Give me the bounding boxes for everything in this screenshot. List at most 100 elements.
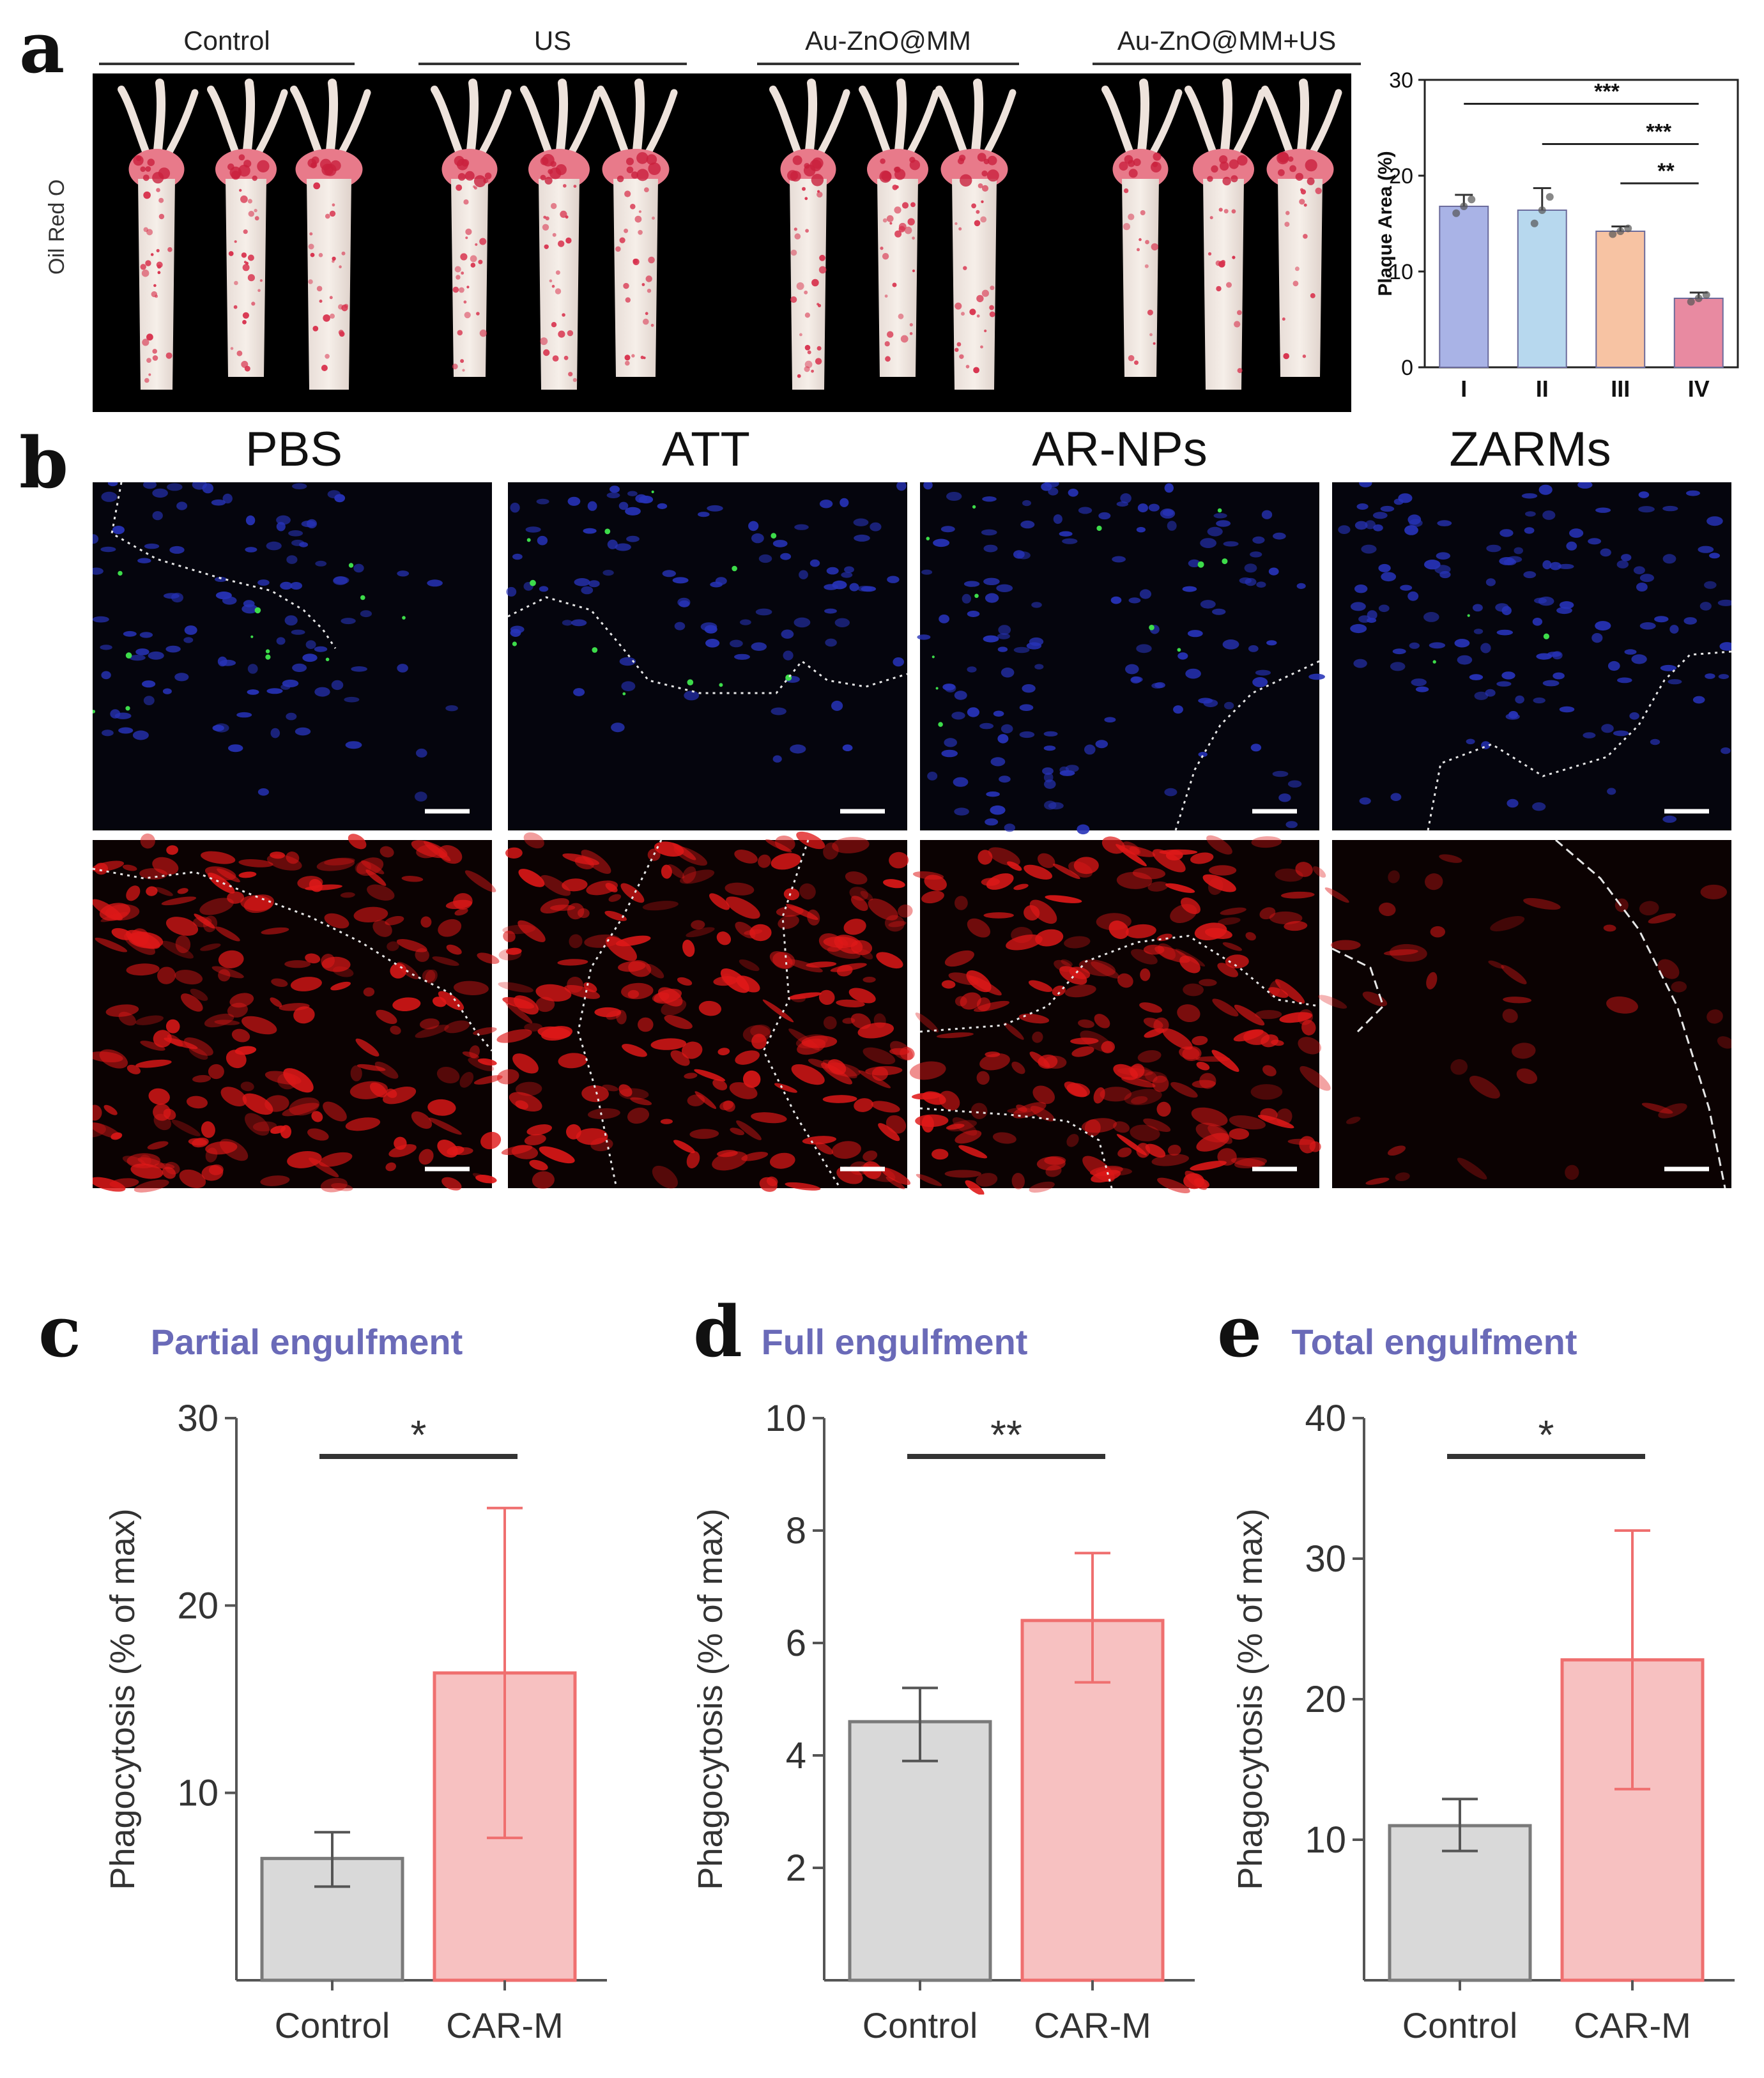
nucleus: [783, 650, 794, 661]
plaque-spot: [321, 365, 328, 371]
plaque-spot: [648, 256, 655, 264]
nucleus: [1285, 821, 1298, 829]
red-signal: [1045, 895, 1082, 903]
micrograph-red: [909, 835, 1331, 1195]
plaque-spot: [344, 303, 349, 309]
plaque-spot: [308, 243, 314, 250]
plaque-spot: [648, 162, 661, 175]
red-signal: [265, 1095, 289, 1112]
red-signal: [734, 850, 758, 864]
nucleus: [809, 559, 820, 567]
nucleus: [1532, 618, 1543, 626]
nucleus: [510, 625, 525, 634]
nucleus: [842, 744, 853, 751]
red-signal: [806, 961, 837, 968]
red-signal: [716, 931, 732, 945]
red-signal: [1208, 1125, 1232, 1144]
red-signal: [736, 1120, 762, 1140]
red-signal: [921, 890, 944, 904]
nucleus: [152, 488, 168, 498]
nucleus: [1639, 574, 1654, 583]
plaque-spot: [1220, 161, 1229, 171]
red-signal: [621, 982, 654, 1000]
nucleus: [257, 579, 270, 586]
nucleus: [1373, 524, 1383, 531]
red-signal: [1426, 972, 1438, 989]
nucleus: [1001, 724, 1013, 733]
nucleus: [537, 535, 548, 546]
plaque-spot: [459, 287, 464, 293]
aorta-specimen: [769, 79, 850, 390]
red-signal: [909, 1061, 946, 1080]
nucleus: [772, 540, 788, 547]
plaque-spot: [145, 166, 151, 172]
fluorescent-speck: [935, 687, 939, 690]
nucleus: [257, 788, 269, 796]
plaque-spot: [990, 286, 995, 291]
red-signal: [419, 1018, 440, 1030]
red-signal: [252, 1121, 277, 1132]
nucleus: [345, 741, 362, 749]
plaque-spot: [976, 314, 980, 318]
group-underline: [99, 63, 355, 65]
red-signal: [286, 852, 300, 864]
red-signal: [220, 1087, 247, 1106]
nucleus: [1474, 691, 1489, 700]
nucleus: [771, 707, 786, 715]
y-axis-label: Plaque Area (%): [1375, 151, 1396, 296]
nucleus: [1164, 483, 1174, 493]
aorta-tube: [1278, 179, 1323, 377]
nucleus: [1151, 682, 1163, 689]
plaque-spot: [1300, 189, 1307, 195]
red-signal: [606, 936, 637, 961]
fluorescent-speck: [265, 649, 270, 653]
nucleus: [169, 546, 185, 554]
red-signal: [289, 1097, 320, 1116]
red-signal: [751, 1034, 767, 1050]
red-signal: [1457, 1157, 1487, 1180]
red-signal: [1181, 897, 1200, 915]
red-signal: [654, 841, 684, 857]
nucleus: [299, 542, 309, 547]
red-signal: [1700, 884, 1728, 899]
nucleus: [588, 580, 600, 588]
plaque-spot: [1307, 177, 1315, 185]
red-signal: [1032, 1031, 1043, 1043]
red-signal: [859, 949, 873, 959]
red-signal: [863, 1047, 896, 1065]
nucleus: [602, 570, 614, 576]
x-tick-label: Control: [1402, 2005, 1518, 2045]
plaque-spot: [1221, 259, 1225, 264]
red-signal: [799, 883, 816, 900]
plaque-spot: [1145, 240, 1149, 245]
red-signal: [1450, 1059, 1468, 1075]
nucleus: [1496, 681, 1512, 687]
red-signal: [1044, 1156, 1066, 1165]
red-signal: [316, 858, 355, 871]
bar: [1517, 210, 1567, 368]
red-signal: [376, 1009, 397, 1025]
red-signal: [297, 876, 323, 890]
plaque-spot: [630, 204, 636, 210]
red-signal: [725, 882, 755, 896]
plaque-spot: [882, 253, 889, 260]
chart-title: Full engulfment: [762, 1322, 1028, 1362]
nucleus: [1434, 565, 1451, 574]
nucleus: [1059, 766, 1070, 774]
red-signal: [111, 928, 133, 940]
plaque-spot: [796, 282, 804, 290]
plaque-spot: [143, 191, 151, 199]
red-signal: [242, 1093, 273, 1115]
plaque-spot: [460, 253, 468, 261]
plaque-spot: [879, 170, 892, 183]
nucleus: [1683, 617, 1697, 625]
plaque-spot: [470, 255, 477, 263]
plaque-spot: [912, 269, 916, 273]
nucleus: [677, 597, 691, 607]
plaque-spot: [1144, 264, 1149, 268]
red-signal: [889, 1041, 914, 1061]
red-signal: [1439, 854, 1462, 863]
plaque-spot: [898, 313, 904, 319]
red-signal: [270, 852, 286, 859]
nucleus: [539, 586, 549, 592]
